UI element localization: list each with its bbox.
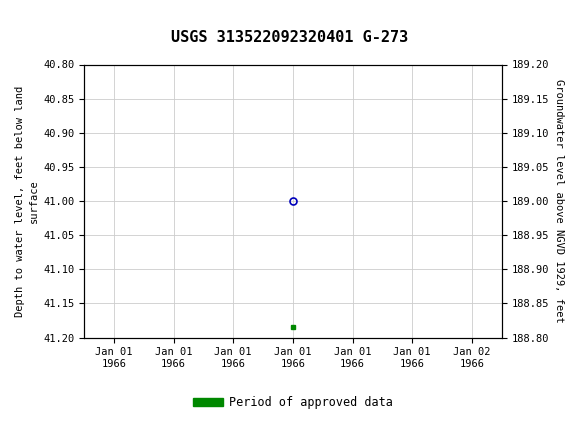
Y-axis label: Groundwater level above NGVD 1929, feet: Groundwater level above NGVD 1929, feet [554,79,564,323]
Y-axis label: Depth to water level, feet below land
surface: Depth to water level, feet below land su… [15,86,39,316]
Text: USGS: USGS [44,9,103,28]
Text: USGS 313522092320401 G-273: USGS 313522092320401 G-273 [171,30,409,45]
Legend: Period of approved data: Period of approved data [188,391,397,414]
